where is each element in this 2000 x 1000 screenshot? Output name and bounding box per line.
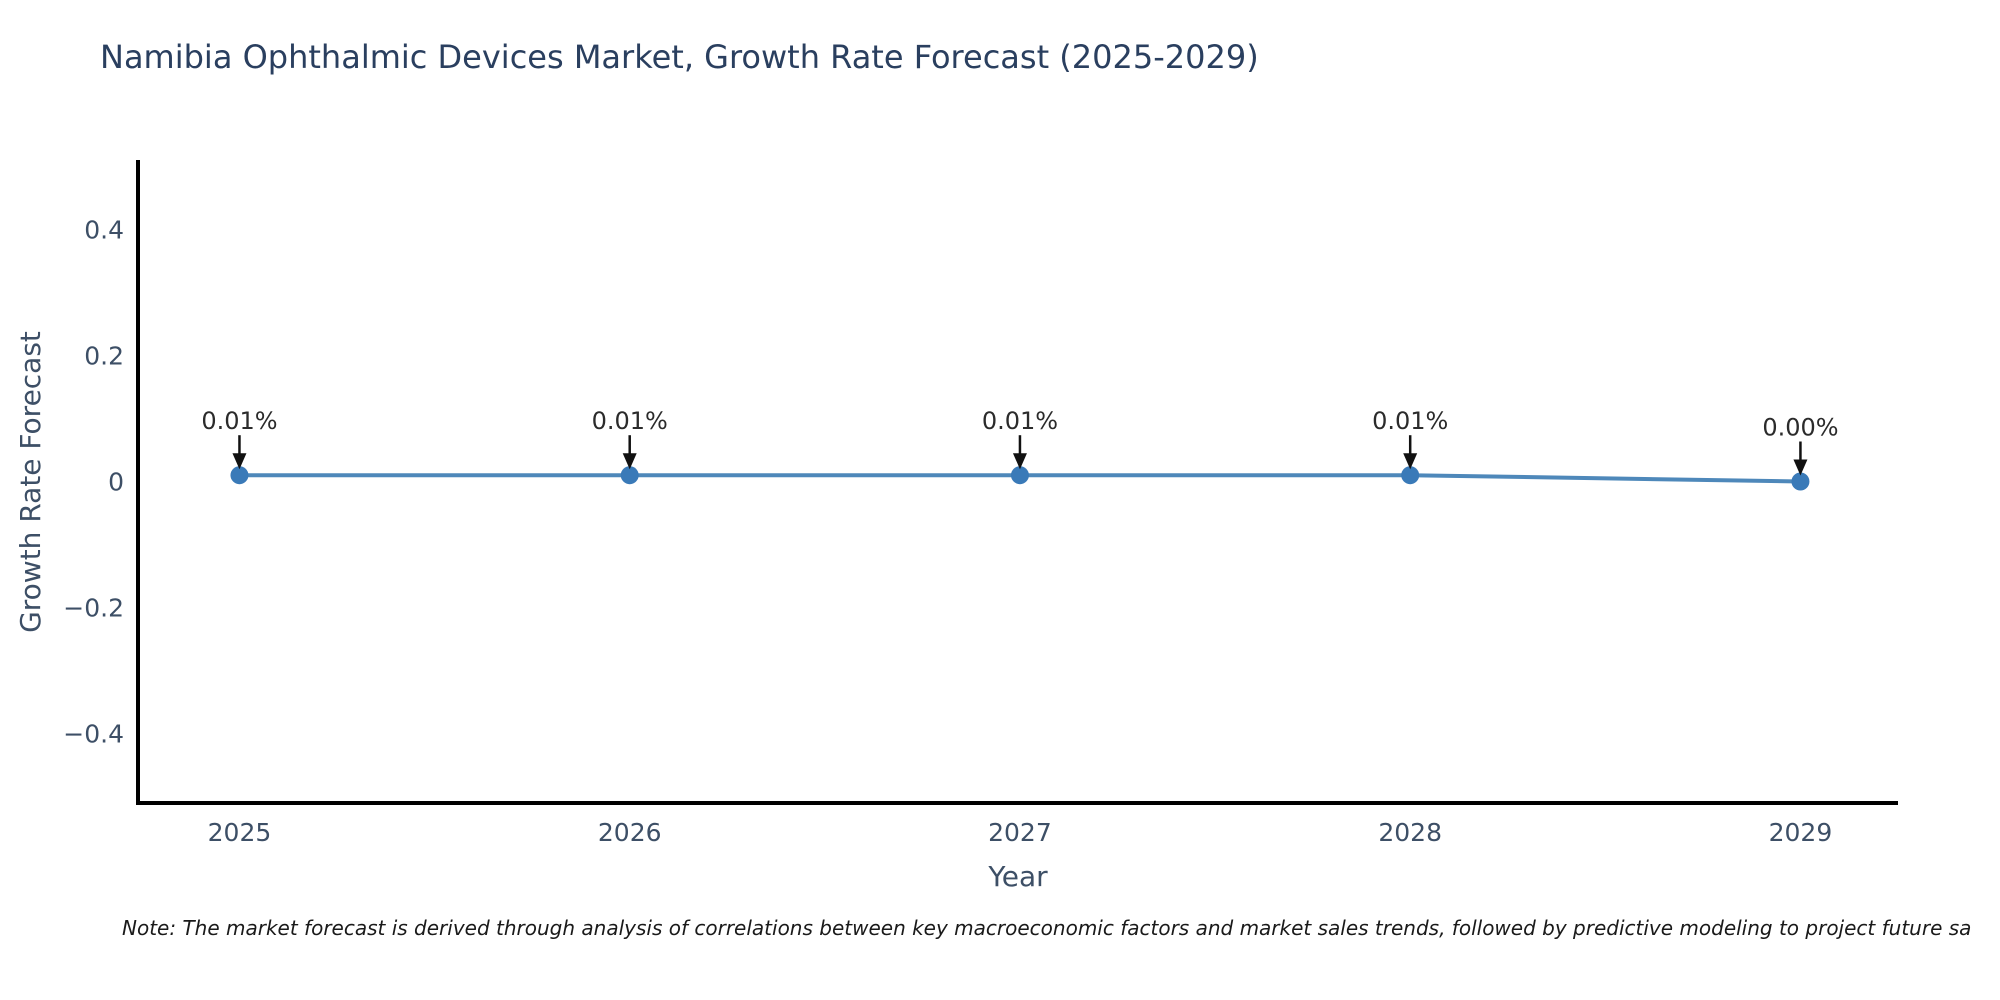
annotation-arrow-head bbox=[622, 453, 637, 470]
annotation-arrow-head bbox=[1403, 453, 1418, 470]
x-tick-label: 2028 bbox=[1378, 818, 1442, 847]
data-point bbox=[1010, 466, 1029, 485]
y-tick-label: 0.4 bbox=[84, 215, 124, 244]
y-tick-label: −0.4 bbox=[63, 720, 124, 749]
annotation-arrow-head bbox=[1012, 453, 1027, 470]
data-point bbox=[1401, 466, 1420, 485]
data-point bbox=[1791, 472, 1810, 491]
x-tick-label: 2027 bbox=[988, 818, 1052, 847]
y-tick-label: 0.2 bbox=[84, 341, 124, 370]
x-axis-label: Year bbox=[987, 860, 1048, 893]
annotation-label: 0.01% bbox=[592, 407, 668, 435]
annotation-label: 0.01% bbox=[982, 407, 1058, 435]
x-tick-label: 2025 bbox=[208, 818, 272, 847]
chart-title: Namibia Ophthalmic Devices Market, Growt… bbox=[100, 38, 1259, 76]
annotation-label: 0.01% bbox=[1372, 407, 1448, 435]
data-point bbox=[230, 466, 249, 485]
annotation-label: 0.01% bbox=[201, 407, 277, 435]
annotation-arrow-head bbox=[232, 453, 247, 470]
y-axis-label: Growth Rate Forecast bbox=[14, 331, 47, 633]
y-tick-label: −0.2 bbox=[63, 594, 124, 623]
x-tick-label: 2026 bbox=[598, 818, 662, 847]
y-tick-label: 0 bbox=[108, 468, 124, 497]
annotation-arrow-head bbox=[1793, 459, 1808, 476]
data-point bbox=[620, 466, 639, 485]
annotation-label: 0.00% bbox=[1762, 414, 1838, 442]
x-tick-label: 2029 bbox=[1769, 818, 1833, 847]
footnote: Note: The market forecast is derived thr… bbox=[122, 916, 1972, 940]
